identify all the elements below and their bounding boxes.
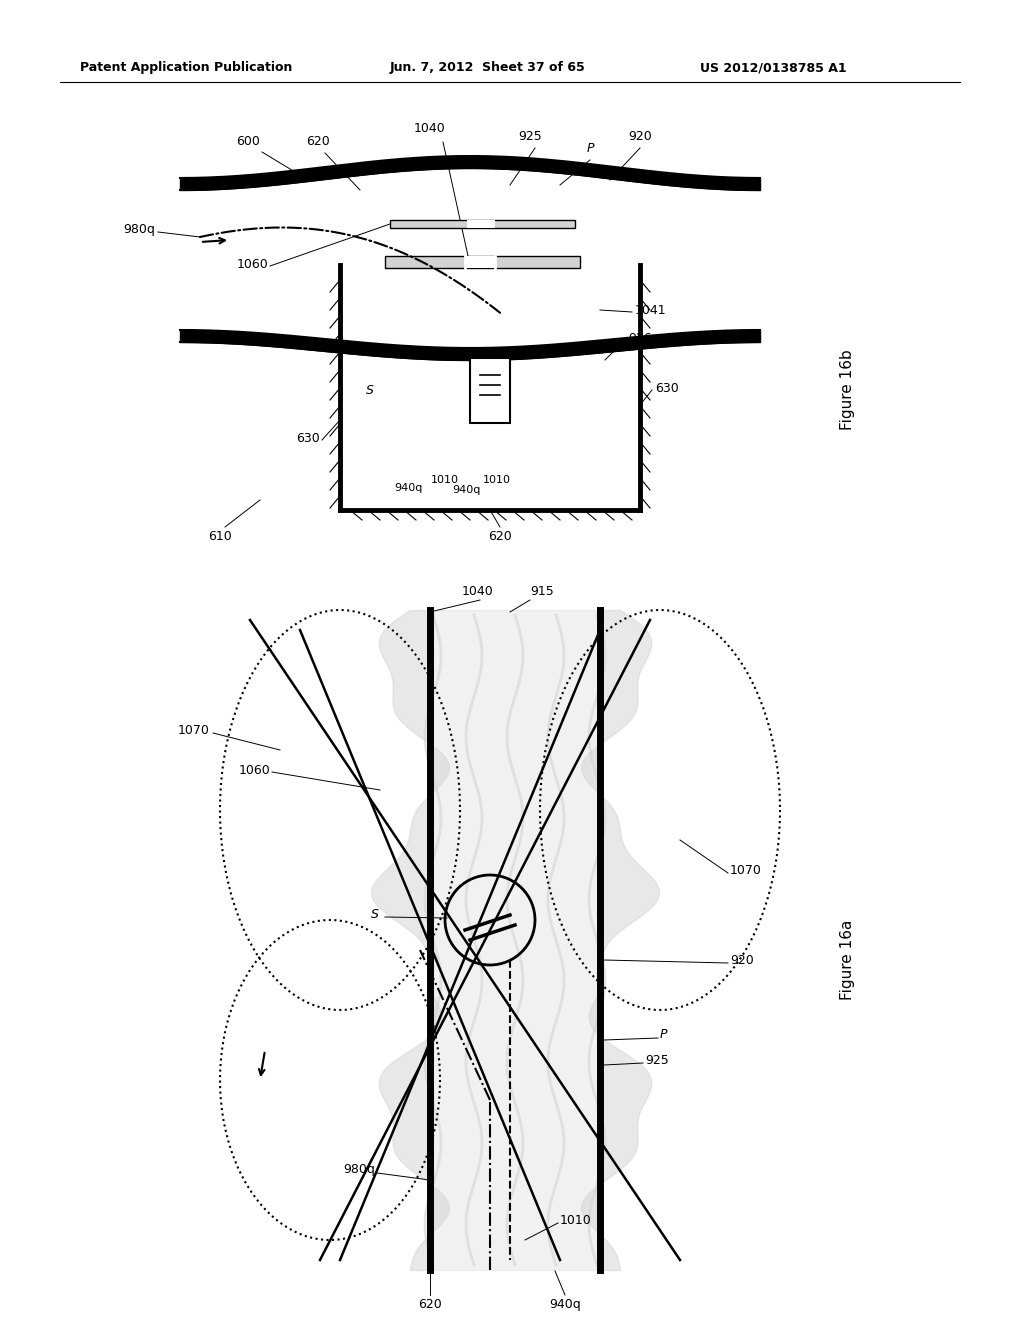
Text: 1010: 1010: [431, 475, 459, 484]
Text: 1041: 1041: [635, 304, 667, 317]
Text: 1060: 1060: [237, 259, 268, 272]
Bar: [465, 256, 495, 268]
Bar: [467, 220, 495, 228]
Text: 620: 620: [306, 135, 330, 148]
Text: 915: 915: [530, 585, 554, 598]
Text: 980q: 980q: [123, 223, 155, 236]
Text: P: P: [660, 1028, 668, 1041]
Text: 1010: 1010: [560, 1213, 592, 1226]
Text: 940q: 940q: [394, 483, 422, 492]
Text: 926: 926: [628, 331, 651, 345]
Text: 600: 600: [237, 135, 260, 148]
Text: S: S: [366, 384, 374, 396]
Text: 920: 920: [628, 129, 652, 143]
Text: 1040: 1040: [414, 121, 445, 135]
Text: S: S: [371, 908, 379, 921]
Text: 1060: 1060: [239, 763, 270, 776]
Text: 940q: 940q: [549, 1298, 581, 1311]
Bar: [385, 256, 580, 268]
Text: 620: 620: [488, 531, 512, 543]
Text: 610: 610: [208, 531, 231, 543]
Text: P: P: [587, 143, 594, 154]
Text: 1040: 1040: [462, 585, 494, 598]
Text: 925: 925: [645, 1053, 669, 1067]
Text: 1070: 1070: [730, 863, 762, 876]
Bar: [390, 220, 575, 228]
Text: 620: 620: [418, 1298, 442, 1311]
Text: Figure 16a: Figure 16a: [840, 920, 855, 1001]
Text: Figure 16b: Figure 16b: [840, 350, 855, 430]
Text: US 2012/0138785 A1: US 2012/0138785 A1: [700, 62, 847, 74]
Text: Patent Application Publication: Patent Application Publication: [80, 62, 293, 74]
Bar: [470, 358, 510, 422]
Text: Jun. 7, 2012  Sheet 37 of 65: Jun. 7, 2012 Sheet 37 of 65: [390, 62, 586, 74]
Text: 630: 630: [655, 381, 679, 395]
Text: 925: 925: [518, 129, 542, 143]
Text: 630: 630: [296, 432, 319, 445]
Text: 980q: 980q: [343, 1163, 375, 1176]
Text: 920: 920: [730, 953, 754, 966]
Text: 1070: 1070: [178, 723, 210, 737]
Text: 940q: 940q: [452, 484, 480, 495]
Text: 1010: 1010: [483, 475, 511, 484]
